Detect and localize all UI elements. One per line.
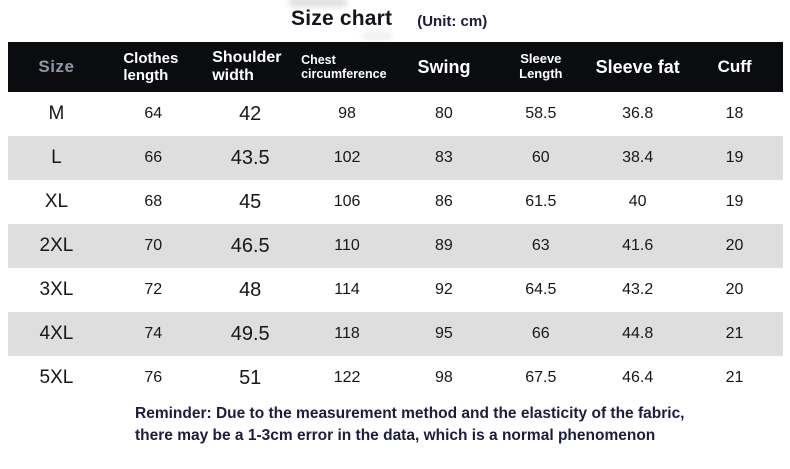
value-cell: 44.8 [589, 312, 687, 356]
col-header-cuff: Cuff [686, 42, 783, 92]
value-cell: 18 [686, 92, 783, 136]
value-cell: 21 [686, 312, 783, 356]
value-cell: 83 [395, 136, 493, 180]
value-cell: 92 [395, 268, 493, 312]
col-header-clothes-length: Clothes length [104, 42, 202, 92]
size-cell: XL [8, 180, 105, 224]
value-cell: 19 [686, 136, 783, 180]
col-header-label: Swing [417, 56, 471, 77]
value-cell: 72 [104, 268, 202, 312]
value-cell: 61.5 [492, 180, 590, 224]
value-cell: 60 [492, 136, 590, 180]
header-row: Size Clothes length Shoulder width Chest ci… [8, 42, 783, 92]
table-row: 3XL 72 48 114 92 64.5 43.2 20 [8, 268, 783, 312]
size-cell: 4XL [8, 312, 105, 356]
value-cell: 48 [201, 268, 299, 312]
title-row: Size chart (Unit: cm) [291, 7, 487, 31]
table-row: L 66 43.5 102 83 60 38.4 19 [8, 136, 783, 180]
col-header-label: Cuff [717, 57, 752, 77]
value-cell: 43.5 [201, 136, 299, 180]
col-header-label: Clothes length [123, 49, 179, 84]
page-title: Size chart [291, 7, 393, 30]
value-cell: 66 [492, 312, 590, 356]
value-cell: 43.2 [589, 268, 687, 312]
value-cell: 118 [298, 312, 396, 356]
unit-label: (Unit: cm) [417, 13, 488, 30]
value-cell: 40 [589, 180, 687, 224]
value-cell: 20 [686, 224, 783, 268]
watermark-smudge [362, 33, 392, 39]
size-cell: 5XL [8, 356, 105, 400]
value-cell: 98 [395, 356, 493, 400]
value-cell: 80 [395, 92, 493, 136]
table-row: 5XL 76 51 122 98 67.5 46.4 21 [8, 356, 783, 400]
value-cell: 45 [201, 180, 299, 224]
value-cell: 89 [395, 224, 493, 268]
value-cell: 67.5 [492, 356, 590, 400]
value-cell: 51 [201, 356, 299, 400]
value-cell: 64.5 [492, 268, 590, 312]
value-cell: 64 [104, 92, 202, 136]
value-cell: 70 [104, 224, 202, 268]
table-body: M 64 42 98 80 58.5 36.8 18 L 66 43.5 102 83 60 38.4 19 X… [8, 92, 783, 400]
value-cell: 66 [104, 136, 202, 180]
value-cell: 21 [686, 356, 783, 400]
table-row: 4XL 74 49.5 118 95 66 44.8 21 [8, 312, 783, 356]
col-header-swing: Swing [395, 42, 493, 92]
value-cell: 46.5 [201, 224, 299, 268]
table-row: 2XL 70 46.5 110 89 63 41.6 20 [8, 224, 783, 268]
value-cell: 36.8 [589, 92, 687, 136]
value-cell: 98 [298, 92, 396, 136]
col-header-label: Sleeve fat [595, 56, 680, 77]
value-cell: 102 [298, 136, 396, 180]
col-header-sleeve-length: Sleeve Length [492, 42, 590, 92]
col-header-label: Size [38, 57, 75, 77]
col-header-chest-circumference: Chest circumference [298, 42, 396, 92]
value-cell: 86 [395, 180, 493, 224]
reminder-line: Reminder: Due to the measurement method … [135, 405, 685, 422]
reminder-note: Reminder: Due to the measurement method … [135, 403, 685, 446]
value-cell: 106 [298, 180, 396, 224]
watermark-smudge [289, 0, 347, 7]
col-header-label: Shoulder width [212, 48, 282, 84]
value-cell: 49.5 [201, 312, 299, 356]
value-cell: 110 [298, 224, 396, 268]
table-row: M 64 42 98 80 58.5 36.8 18 [8, 92, 783, 136]
value-cell: 42 [201, 92, 299, 136]
table-row: XL 68 45 106 86 61.5 40 19 [8, 180, 783, 224]
col-header-label: Chest circumference [301, 52, 387, 81]
size-cell: 2XL [8, 224, 105, 268]
value-cell: 63 [492, 224, 590, 268]
value-cell: 95 [395, 312, 493, 356]
value-cell: 68 [104, 180, 202, 224]
value-cell: 20 [686, 268, 783, 312]
col-header-sleeve-fat: Sleeve fat [589, 42, 687, 92]
value-cell: 74 [104, 312, 202, 356]
value-cell: 41.6 [589, 224, 687, 268]
col-header-size: Size [8, 42, 105, 92]
size-cell: L [8, 136, 105, 180]
value-cell: 122 [298, 356, 396, 400]
value-cell: 19 [686, 180, 783, 224]
value-cell: 46.4 [589, 356, 687, 400]
size-cell: M [8, 92, 105, 136]
col-header-label: Sleeve Length [519, 51, 563, 81]
value-cell: 58.5 [492, 92, 590, 136]
value-cell: 38.4 [589, 136, 687, 180]
value-cell: 114 [298, 268, 396, 312]
size-chart-table: Size Clothes length Shoulder width Chest ci… [8, 42, 783, 400]
reminder-line: there may be a 1-3cm error in the data, … [135, 426, 656, 444]
col-header-shoulder-width: Shoulder width [201, 42, 299, 92]
size-cell: 3XL [8, 268, 105, 312]
value-cell: 76 [104, 356, 202, 400]
table-header: Size Clothes length Shoulder width Chest ci… [8, 42, 783, 92]
